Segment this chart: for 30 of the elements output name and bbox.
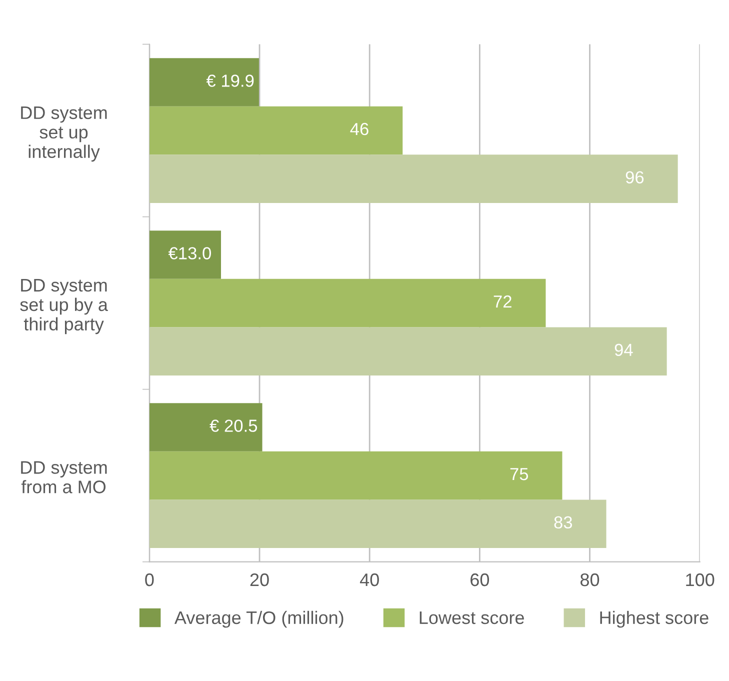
bar — [149, 106, 403, 155]
x-tick-label: 20 — [250, 573, 269, 586]
data-label: 46 — [350, 122, 368, 136]
bar — [149, 154, 678, 203]
bar — [149, 451, 562, 500]
x-tick-label: 60 — [470, 573, 490, 586]
data-label: 72 — [494, 295, 512, 308]
data-label: 94 — [614, 344, 633, 356]
x-tick-label: 0 — [145, 573, 154, 586]
legend-label: Highest score — [600, 610, 708, 628]
bar — [149, 230, 221, 279]
x-tick-label: 80 — [580, 573, 600, 586]
data-label: 75 — [510, 468, 528, 480]
bar — [149, 327, 667, 376]
bar — [149, 403, 262, 452]
data-label: €13.0 — [168, 247, 211, 260]
y-tick-label: DD system from a MO — [21, 461, 107, 494]
data-label: 83 — [554, 516, 572, 529]
legend-label: Average T/O (million) — [174, 610, 344, 628]
bar — [149, 500, 606, 548]
x-tick-label: 100 — [686, 573, 714, 586]
x-tick-label: 40 — [360, 573, 379, 586]
y-tick-label: DD system set up internally — [21, 106, 107, 162]
y-tick-label: DD system set up by a third party — [20, 279, 108, 334]
bar — [149, 58, 259, 106]
data-label: 96 — [626, 171, 644, 184]
data-label: € 19.9 — [206, 74, 254, 87]
bar — [149, 278, 546, 328]
data-label: € 20.5 — [210, 420, 258, 432]
legend-label: Lowest score — [420, 612, 524, 624]
